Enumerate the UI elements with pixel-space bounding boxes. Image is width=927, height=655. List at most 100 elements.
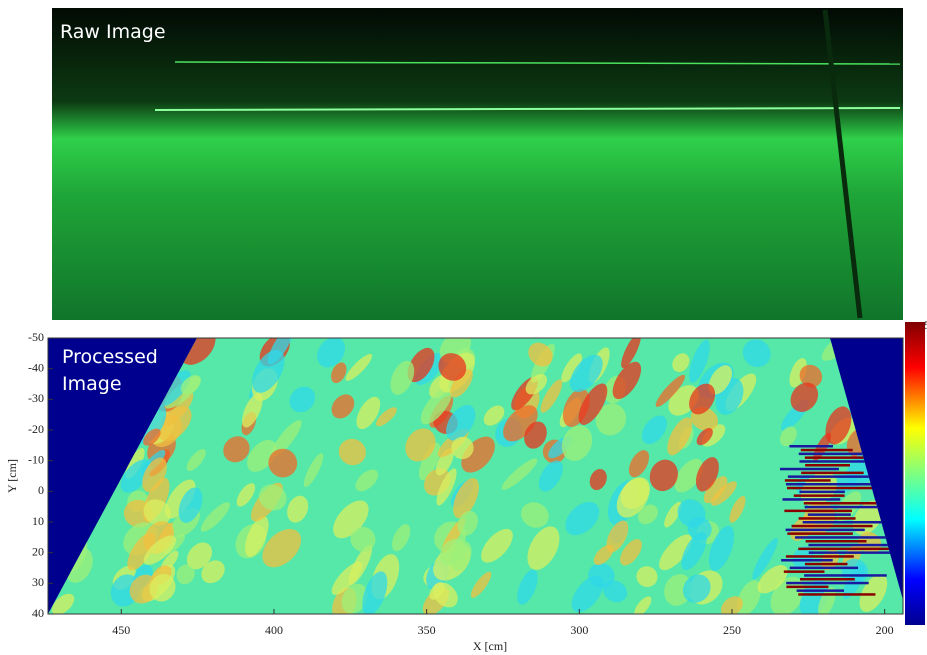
- texture-streak: [787, 532, 853, 535]
- y-tick-label: 40: [32, 606, 44, 620]
- texture-blob: [435, 448, 454, 476]
- texture-streak: [798, 593, 876, 596]
- texture-streak: [782, 498, 841, 501]
- texture-blob: [659, 534, 692, 571]
- texture-blob: [375, 407, 397, 427]
- texture-blob: [457, 510, 478, 536]
- texture-streak: [793, 494, 845, 497]
- texture-blob: [720, 596, 743, 614]
- texture-blob: [186, 449, 206, 471]
- x-tick-label: 400: [265, 623, 283, 637]
- texture-blob: [595, 403, 627, 436]
- texture-streak: [785, 483, 873, 486]
- texture-blob: [525, 374, 548, 395]
- texture-blob: [287, 495, 309, 523]
- texture-blob: [390, 360, 415, 395]
- texture-blob: [729, 495, 746, 523]
- texture-blob: [392, 524, 411, 552]
- texture-blob: [674, 458, 704, 493]
- texture-streak: [786, 486, 881, 490]
- texture-blob: [180, 375, 201, 395]
- texture-streak: [799, 578, 855, 581]
- texture-blob: [501, 458, 538, 490]
- texture-blob: [689, 383, 716, 415]
- texture-blob: [405, 428, 436, 462]
- texture-streak: [784, 479, 831, 482]
- texture-blob: [236, 483, 256, 507]
- texture-blob: [681, 531, 707, 571]
- texture-streak: [786, 581, 869, 585]
- texture-streak: [798, 547, 894, 551]
- texture-blob: [267, 338, 294, 365]
- texture-blob: [561, 425, 593, 461]
- texture-blob: [641, 415, 667, 445]
- texture-blob: [799, 364, 823, 388]
- texture-streak: [800, 448, 853, 452]
- texture-blob: [149, 574, 176, 602]
- texture-blob: [258, 484, 287, 511]
- texture-blob: [737, 580, 762, 614]
- texture-blob: [841, 558, 869, 585]
- texture-blob: [710, 481, 737, 506]
- texture-blob: [780, 426, 797, 447]
- texture-blob: [407, 347, 435, 383]
- texture-blob: [186, 542, 213, 570]
- texture-streak: [802, 521, 887, 524]
- texture-blob: [825, 406, 852, 445]
- y-tick-label: -20: [28, 422, 44, 436]
- texture-blob: [178, 338, 216, 365]
- texture-streak: [807, 513, 851, 516]
- texture-blob: [757, 565, 788, 594]
- texture-blob: [708, 525, 735, 572]
- x-tick-label: 300: [570, 623, 588, 637]
- texture-blob: [636, 566, 658, 588]
- texture-blob: [348, 544, 373, 586]
- colorbar: [905, 322, 925, 625]
- texture-streak: [796, 589, 845, 592]
- texture-blob: [331, 394, 355, 419]
- texture-blob: [143, 499, 171, 526]
- raw-image: [52, 8, 903, 320]
- texture-blob: [628, 450, 650, 478]
- texture-streak: [801, 471, 864, 475]
- y-tick-label: 10: [32, 514, 44, 528]
- texture-blob: [223, 436, 250, 463]
- texture-streak: [789, 445, 833, 448]
- texture-blob: [271, 420, 302, 457]
- x-tick-label: 350: [418, 623, 436, 637]
- texture-streak: [798, 517, 856, 520]
- texture-blob: [649, 459, 678, 492]
- texture-streak: [804, 574, 887, 577]
- texture-streak: [795, 536, 887, 539]
- laser-line: [154, 107, 901, 111]
- texture-blob: [527, 526, 560, 570]
- texture-blob: [453, 478, 479, 519]
- texture-blob: [51, 593, 75, 614]
- texture-blob: [517, 569, 538, 605]
- texture-blob: [450, 369, 473, 398]
- texture-blob: [540, 379, 563, 413]
- texture-blob: [429, 582, 445, 600]
- y-axis-label: Y [cm]: [5, 459, 19, 493]
- texture-blob: [331, 362, 347, 384]
- texture-blob: [362, 571, 388, 614]
- texture-streak: [803, 502, 882, 505]
- x-tick-label: 250: [723, 623, 741, 637]
- texture-blob: [143, 428, 161, 446]
- texture-streak: [791, 524, 873, 528]
- texture-blob: [603, 580, 628, 603]
- texture-blob: [355, 469, 379, 492]
- texture-blob: [350, 526, 376, 552]
- texture-blob: [703, 476, 728, 504]
- texture-blob: [481, 528, 513, 563]
- texture-blob: [667, 417, 693, 456]
- texture-blob: [637, 504, 658, 525]
- texture-streak: [789, 566, 859, 570]
- y-tick-label: 0: [38, 483, 44, 497]
- texture-blob: [165, 479, 196, 519]
- texture-blob: [565, 501, 600, 536]
- texture-blob: [143, 535, 177, 565]
- texture-streak: [780, 467, 839, 471]
- texture-blob: [689, 339, 710, 383]
